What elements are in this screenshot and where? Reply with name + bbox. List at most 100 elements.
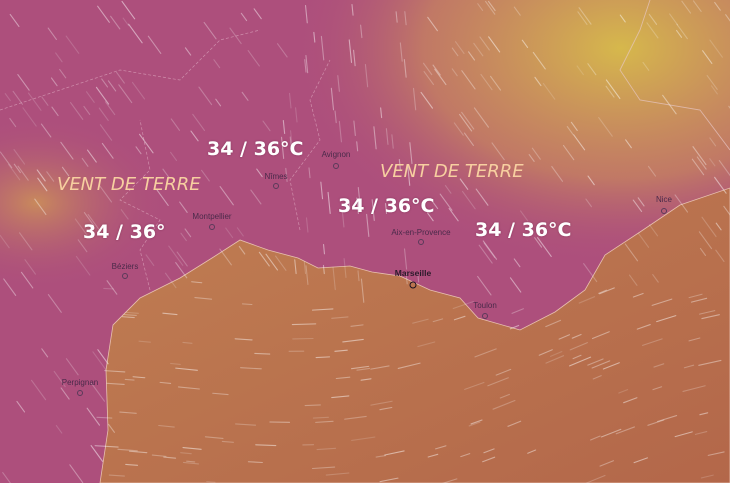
wind-streak	[184, 228, 192, 238]
wind-streak	[305, 217, 309, 233]
wind-streak	[182, 341, 193, 344]
wind-streak	[337, 75, 340, 92]
wind-streak	[429, 197, 439, 210]
wind-streak	[168, 245, 184, 266]
wind-streak	[162, 312, 178, 316]
wind-streak	[305, 54, 309, 74]
wind-streak	[16, 400, 26, 413]
wind-streak	[98, 107, 109, 121]
wind-streak	[325, 472, 350, 476]
wind-streak	[107, 80, 117, 92]
wind-streak	[0, 234, 10, 249]
wind-streak	[707, 451, 725, 456]
wind-streak	[385, 128, 389, 145]
wind-streak	[316, 447, 337, 451]
wind-streak	[240, 12, 248, 22]
city-avignon[interactable]: Avignon	[321, 150, 351, 159]
wind-streak	[288, 92, 292, 109]
wind-streak	[384, 450, 405, 456]
wind-streak	[104, 370, 126, 373]
wind-streak	[9, 13, 20, 27]
wind-streak	[180, 452, 192, 455]
wind-streak	[444, 185, 452, 194]
wind-streak	[459, 178, 469, 190]
wind-streak	[131, 81, 146, 100]
wind-streak	[598, 289, 608, 294]
wind-streak	[229, 27, 242, 45]
wind-streak	[86, 407, 101, 426]
wind-streak	[473, 42, 484, 57]
city-marseille[interactable]: Marseille	[394, 268, 432, 278]
wind-streak	[101, 142, 114, 159]
wind-streak	[417, 273, 420, 283]
wind-streak	[13, 149, 26, 165]
wind-streak	[599, 287, 615, 295]
wind-streak	[551, 165, 564, 182]
wind-streak	[366, 213, 370, 238]
wind-streak	[636, 324, 651, 330]
temperature-label: 34 / 36°	[83, 221, 166, 243]
wind-streak	[412, 318, 429, 324]
city-toulon[interactable]: Toulon	[473, 301, 497, 310]
wind-streak	[495, 368, 512, 376]
wind-streak	[625, 139, 632, 149]
wind-streak	[203, 21, 217, 40]
wind-streak	[511, 308, 524, 314]
wind-streak	[699, 247, 707, 256]
wind-streak	[459, 113, 473, 132]
city-nice[interactable]: Nice	[655, 195, 673, 204]
wind-streak	[176, 251, 188, 267]
wind-streak	[177, 386, 200, 390]
wind-streak	[509, 324, 520, 330]
wind-streak	[701, 216, 717, 238]
wind-streak	[619, 14, 626, 23]
wind-streak	[461, 111, 475, 130]
wind-streak	[47, 294, 62, 313]
wind-streak	[527, 449, 537, 454]
wind-streak	[397, 362, 421, 369]
wind-streak	[234, 338, 253, 341]
city-aix-en-provence[interactable]: Aix-en-Provence	[391, 228, 451, 237]
wind-streak	[163, 456, 177, 459]
wind-streak	[350, 365, 370, 370]
wind-streak	[479, 36, 490, 51]
city-beziers[interactable]: Béziers	[111, 262, 139, 271]
wind-streak	[351, 3, 354, 16]
wind-streak	[151, 454, 167, 457]
temperature-label: 34 / 36°C	[207, 138, 304, 160]
city-nimes[interactable]: Nîmes	[264, 172, 288, 181]
wind-streak	[65, 358, 79, 376]
wind-streak	[710, 85, 718, 95]
wind-streak	[375, 454, 387, 458]
wind-streak	[700, 474, 714, 479]
wind-streak	[448, 207, 459, 222]
wind-streak	[439, 193, 453, 211]
wind-streak	[132, 376, 146, 379]
wind-streak	[295, 107, 298, 123]
wind-streak	[184, 47, 192, 56]
wind-streak	[322, 244, 326, 255]
wind-streak	[669, 13, 679, 26]
wind-streak	[463, 132, 474, 146]
wind-streak	[482, 240, 498, 260]
wind-streak	[122, 17, 130, 27]
wind-streak	[312, 416, 329, 419]
wind-streak	[688, 337, 701, 342]
wind-streak	[464, 381, 485, 390]
wind-streak	[562, 144, 575, 161]
wind-streak	[350, 324, 364, 327]
wind-streak	[725, 14, 730, 22]
wind-streak	[139, 133, 154, 154]
city-perpignan[interactable]: Perpignan	[61, 378, 99, 387]
city-montpellier[interactable]: Montpellier	[192, 212, 232, 221]
wind-streak	[81, 157, 89, 167]
wind-streak	[648, 224, 659, 237]
wind-streak	[692, 0, 702, 12]
wind-streak	[285, 167, 288, 183]
temperature-label: 34 / 36°C	[475, 219, 572, 241]
region-borders	[0, 29, 331, 291]
wind-streak	[77, 239, 88, 253]
wind-streak	[487, 377, 509, 387]
wind-streak	[121, 0, 136, 20]
